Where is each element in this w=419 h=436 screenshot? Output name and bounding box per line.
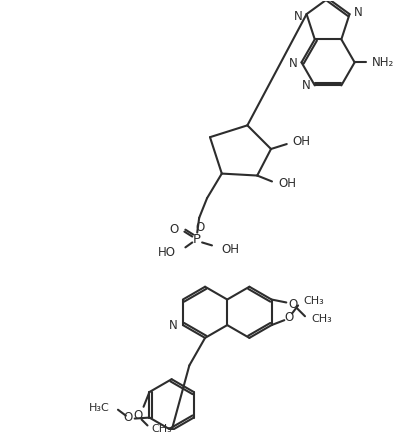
Text: N: N [169, 319, 178, 332]
Text: N: N [294, 10, 303, 23]
Text: O: O [285, 311, 294, 324]
Text: O: O [196, 221, 205, 234]
Text: HO: HO [158, 246, 176, 259]
Text: P: P [193, 233, 201, 246]
Text: OH: OH [292, 135, 310, 148]
Text: CH₃: CH₃ [151, 424, 172, 434]
Text: NH₂: NH₂ [372, 56, 395, 69]
Text: O: O [169, 223, 178, 236]
Text: O: O [133, 409, 142, 422]
Text: O: O [123, 411, 132, 424]
Text: CH₃: CH₃ [303, 296, 324, 307]
Text: OH: OH [279, 177, 297, 190]
Text: N: N [302, 79, 311, 92]
Text: H₃C: H₃C [89, 403, 110, 413]
Text: N: N [289, 57, 297, 70]
Text: CH₃: CH₃ [311, 314, 332, 324]
Text: O: O [289, 298, 298, 311]
Text: N: N [354, 6, 362, 19]
Text: OH: OH [222, 243, 240, 256]
